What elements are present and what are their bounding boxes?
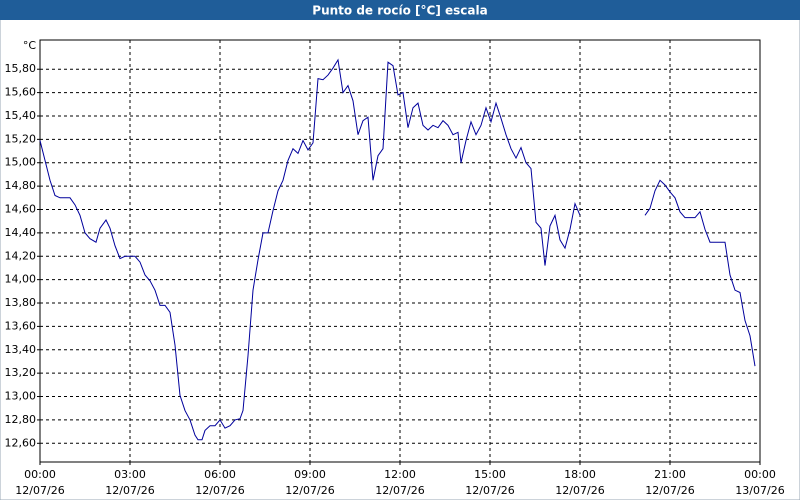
- x-tick-date: 12/07/26: [645, 484, 694, 497]
- x-tick-label: 21:00: [654, 468, 686, 481]
- x-tick-date: 12/07/26: [555, 484, 604, 497]
- x-tick-label: 18:00: [564, 468, 596, 481]
- y-tick-label: 12,80: [5, 413, 37, 426]
- x-tick-date: 12/07/26: [465, 484, 514, 497]
- y-tick-label: 15,00: [5, 156, 37, 169]
- y-tick-label: 13,80: [5, 296, 37, 309]
- y-tick-label: 13,40: [5, 343, 37, 356]
- y-tick-label: 13,00: [5, 390, 37, 403]
- data-line: [39, 58, 756, 441]
- y-tick-label: 15,20: [5, 132, 37, 145]
- y-tick-label: 14,60: [5, 203, 37, 216]
- x-tick-label: 03:00: [114, 468, 146, 481]
- y-tick-label: 14,40: [5, 226, 37, 239]
- x-tick-date: 12/07/26: [285, 484, 334, 497]
- y-tick-label: 13,20: [5, 366, 37, 379]
- y-tick-label: 13,60: [5, 319, 37, 332]
- y-tick-label: 14,80: [5, 179, 37, 192]
- y-tick-label: 15,60: [5, 86, 37, 99]
- title-bar: [0, 0, 800, 20]
- y-tick-label: 14,00: [5, 273, 37, 286]
- x-tick-label: 12:00: [384, 468, 416, 481]
- chart-title: Punto de rocío [°C] escala: [312, 4, 487, 18]
- x-tick-date: 12/07/26: [195, 484, 244, 497]
- x-tick-date: 12/07/26: [15, 484, 64, 497]
- y-tick-label: 15,80: [5, 62, 37, 75]
- y-tick-label: 12,60: [5, 436, 37, 449]
- x-tick-label: 15:00: [474, 468, 506, 481]
- y-tick-label: 15,40: [5, 109, 37, 122]
- x-tick-label: 06:00: [204, 468, 236, 481]
- x-tick-label: 00:00: [744, 468, 776, 481]
- y-tick-label: 14,20: [5, 249, 37, 262]
- x-tick-label: 00:00: [24, 468, 56, 481]
- x-tick-label: 09:00: [294, 468, 326, 481]
- x-tick-date: 12/07/26: [375, 484, 424, 497]
- x-tick-date: 13/07/26: [735, 484, 784, 497]
- x-tick-date: 12/07/26: [105, 484, 154, 497]
- y-unit: °C: [23, 39, 37, 52]
